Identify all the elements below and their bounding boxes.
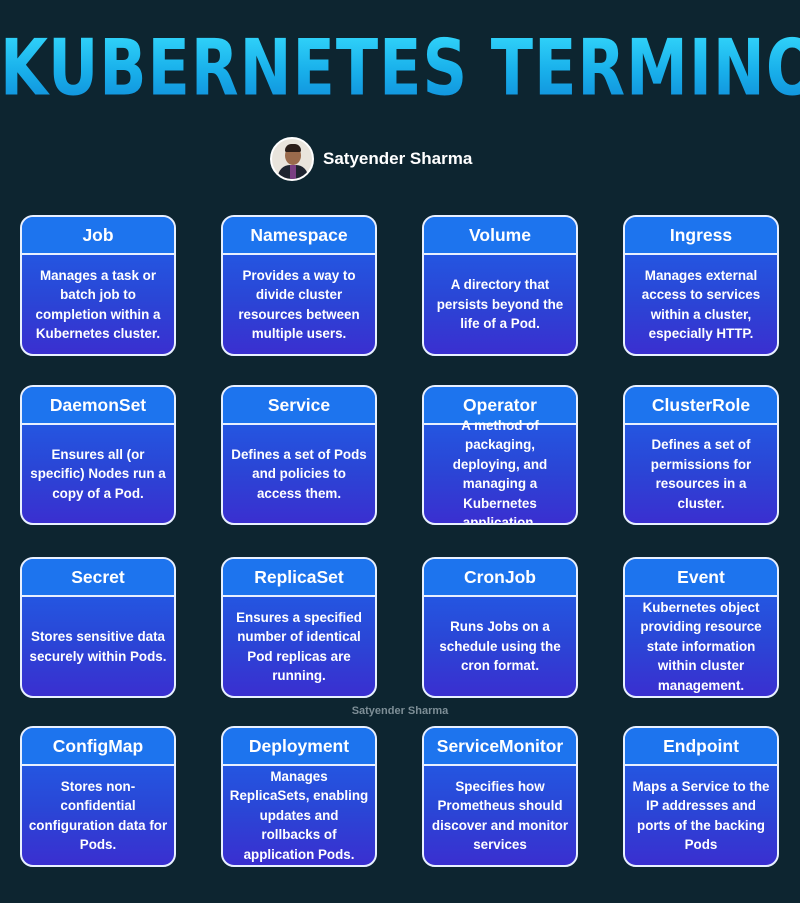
term-card-daemonset: DaemonSet Ensures all (or specific) Node… bbox=[20, 385, 176, 525]
page-title: KUBERNETES TERMINOLOGY bbox=[0, 22, 800, 113]
card-description: Defines a set of permissions for resourc… bbox=[650, 437, 752, 511]
card-description: Maps a Service to the IP addresses and p… bbox=[632, 778, 770, 853]
card-title: Operator bbox=[424, 387, 576, 425]
card-description: Stores non-confidential configuration da… bbox=[28, 778, 168, 853]
term-card-servicemonitor: ServiceMonitor Specifies how Prometheus … bbox=[422, 726, 578, 867]
card-title: Deployment bbox=[223, 728, 375, 766]
card-title: Volume bbox=[424, 217, 576, 255]
card-description: Provides a way to divide cluster resourc… bbox=[238, 267, 360, 342]
card-description: A directory that persists beyond the lif… bbox=[436, 277, 564, 332]
card-description: A method of packaging, deploying, and ma… bbox=[452, 417, 548, 525]
term-card-secret: Secret Stores sensitive data securely wi… bbox=[20, 557, 176, 698]
term-card-configmap: ConfigMap Stores non-confidential config… bbox=[20, 726, 176, 867]
card-title: ConfigMap bbox=[22, 728, 174, 766]
card-title: CronJob bbox=[424, 559, 576, 597]
card-description: Ensures all (or specific) Nodes run a co… bbox=[30, 446, 166, 501]
term-card-namespace: Namespace Provides a way to divide clust… bbox=[221, 215, 377, 356]
card-title: Event bbox=[625, 559, 777, 597]
card-description: Kubernetes object providing resource sta… bbox=[640, 599, 762, 693]
term-card-service: Service Defines a set of Pods and polici… bbox=[221, 385, 377, 525]
card-title: ClusterRole bbox=[625, 387, 777, 425]
term-card-operator: Operator A method of packaging, deployin… bbox=[422, 385, 578, 525]
term-card-job: Job Manages a task or batch job to compl… bbox=[20, 215, 176, 356]
term-card-cronjob: CronJob Runs Jobs on a schedule using th… bbox=[422, 557, 578, 698]
term-card-deployment: Deployment Manages ReplicaSets, enabling… bbox=[221, 726, 377, 867]
author-badge: Satyender Sharma bbox=[270, 136, 472, 182]
term-card-ingress: Ingress Manages external access to servi… bbox=[623, 215, 779, 356]
card-description: Runs Jobs on a schedule using the cron f… bbox=[439, 619, 561, 674]
card-description: Manages a task or batch job to completio… bbox=[35, 267, 161, 342]
card-description: Ensures a specified number of identical … bbox=[236, 609, 362, 684]
card-description: Manages ReplicaSets, enabling updates an… bbox=[229, 768, 369, 862]
card-description: Defines a set of Pods and policies to ac… bbox=[231, 446, 367, 501]
watermark: Satyender Sharma bbox=[351, 705, 449, 717]
card-description: Stores sensitive data securely within Po… bbox=[29, 629, 167, 664]
card-title: Ingress bbox=[625, 217, 777, 255]
card-title: ServiceMonitor bbox=[424, 728, 576, 766]
card-description: Manages external access to services with… bbox=[641, 267, 761, 342]
term-card-volume: Volume A directory that persists beyond … bbox=[422, 215, 578, 356]
term-card-replicaset: ReplicaSet Ensures a specified number of… bbox=[221, 557, 377, 698]
term-card-event: Event Kubernetes object providing resour… bbox=[623, 557, 779, 698]
card-description: Specifies how Prometheus should discover… bbox=[431, 778, 569, 853]
card-title: Namespace bbox=[223, 217, 375, 255]
term-card-clusterrole: ClusterRole Defines a set of permissions… bbox=[623, 385, 779, 525]
term-card-endpoint: Endpoint Maps a Service to the IP addres… bbox=[623, 726, 779, 867]
card-title: Service bbox=[223, 387, 375, 425]
card-title: DaemonSet bbox=[22, 387, 174, 425]
card-title: Secret bbox=[22, 559, 174, 597]
avatar bbox=[270, 137, 314, 181]
card-title: Job bbox=[22, 217, 174, 255]
card-title: ReplicaSet bbox=[223, 559, 375, 597]
card-title: Endpoint bbox=[625, 728, 777, 766]
author-name: Satyender Sharma bbox=[323, 149, 473, 168]
